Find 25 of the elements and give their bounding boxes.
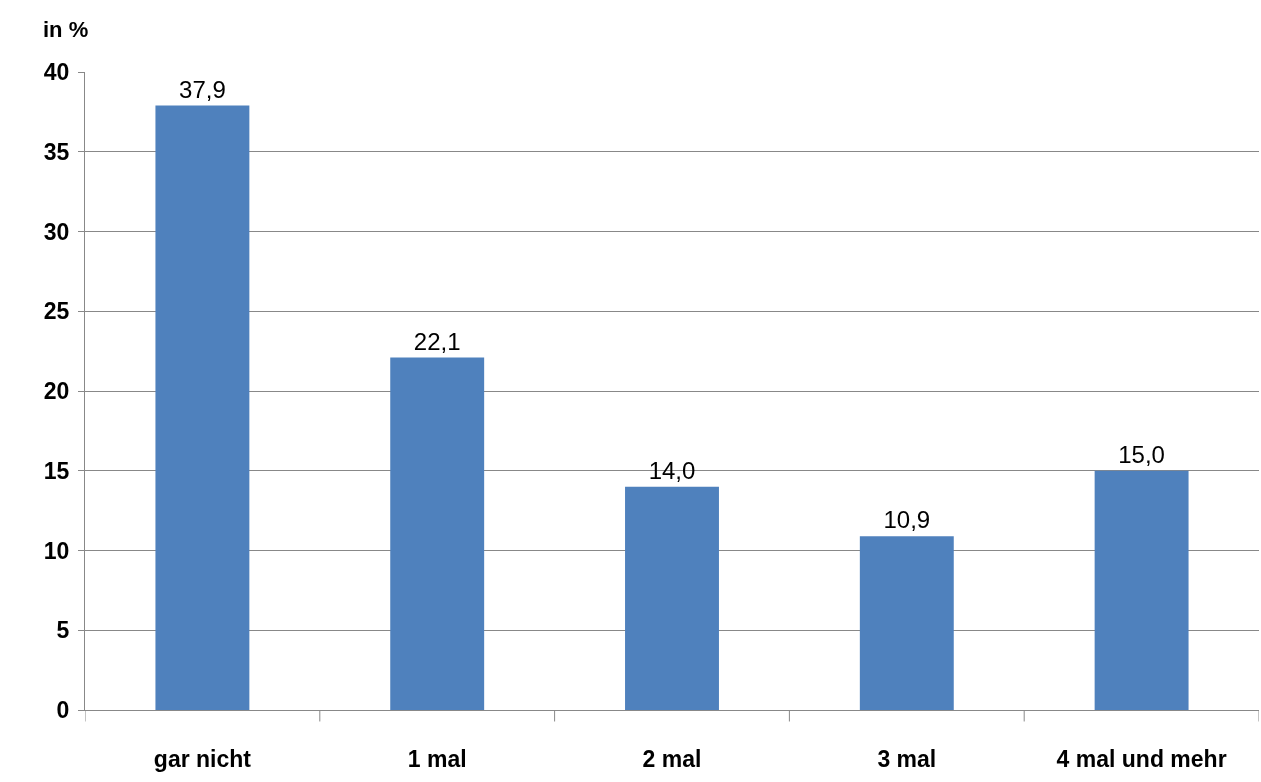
y-tick-label: 10 bbox=[43, 537, 70, 564]
y-tick-label: 0 bbox=[56, 697, 70, 724]
x-tick-label: gar nicht bbox=[153, 745, 252, 772]
y-tick-label: 30 bbox=[43, 218, 70, 245]
bar bbox=[625, 486, 719, 710]
y-tick-label: 40 bbox=[43, 59, 70, 86]
x-tick-label: 1 mal bbox=[407, 745, 467, 772]
y-tick-label: 25 bbox=[43, 298, 70, 325]
data-label: 22,1 bbox=[413, 327, 461, 355]
data-label: 14,0 bbox=[648, 456, 696, 484]
data-label: 15,0 bbox=[1118, 440, 1165, 468]
bar bbox=[859, 536, 954, 710]
bar bbox=[390, 357, 485, 710]
y-axis-title: in % bbox=[43, 17, 89, 42]
y-tick-label: 15 bbox=[43, 457, 70, 484]
y-tick-label: 5 bbox=[56, 617, 70, 644]
x-tick-label: 4 mal und mehr bbox=[1056, 745, 1227, 772]
x-tick-label: 2 mal bbox=[642, 745, 702, 772]
data-label: 10,9 bbox=[883, 506, 931, 534]
bar bbox=[155, 105, 250, 710]
data-label: 37,9 bbox=[179, 75, 226, 103]
y-tick-label: 20 bbox=[43, 378, 70, 405]
x-tick-label: 3 mal bbox=[877, 745, 937, 772]
y-tick-label: 35 bbox=[43, 138, 70, 165]
bar bbox=[1094, 470, 1189, 710]
